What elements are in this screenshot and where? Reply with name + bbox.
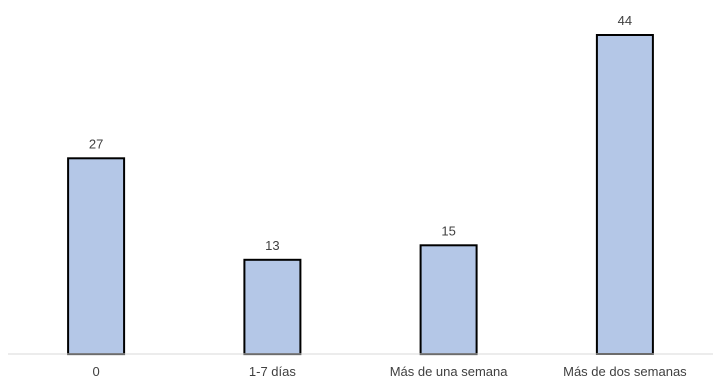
data-label-0: 27: [89, 136, 103, 151]
bars-group: [67, 34, 654, 356]
bar-3: [595, 34, 654, 355]
bar-2: [419, 244, 478, 356]
data-label-1: 13: [265, 238, 279, 253]
x-tick-label-3: Más de dos semanas: [563, 364, 687, 379]
data-label-2: 15: [441, 223, 455, 238]
bar-1: [243, 258, 302, 356]
x-tick-label-1: 1-7 días: [249, 364, 296, 379]
data-label-3: 44: [618, 13, 632, 28]
x-axis-tick-labels: 0 1-7 días Más de una semana Más de dos sem…: [92, 364, 687, 379]
x-tick-label-2: Más de una semana: [390, 364, 509, 379]
x-tick-label-0: 0: [92, 364, 99, 379]
data-labels-group: 27 13 15 44: [89, 13, 632, 253]
bar-0: [67, 157, 126, 356]
